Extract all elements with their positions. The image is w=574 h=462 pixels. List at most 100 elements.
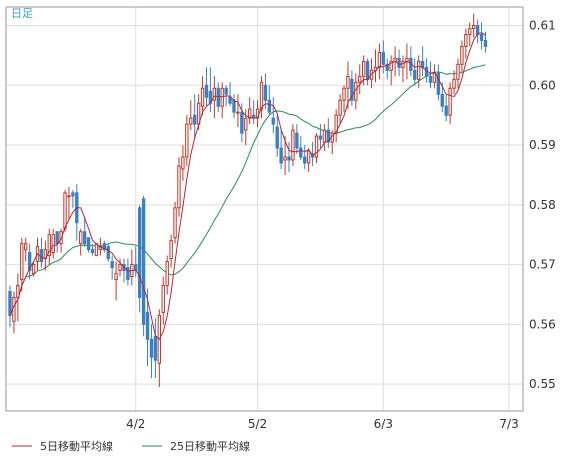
candle-down	[106, 246, 110, 260]
candle-down	[295, 132, 299, 149]
y-tick-label: 0.58	[529, 198, 556, 212]
y-tick-label: 0.55	[529, 377, 556, 391]
candle-up	[31, 264, 36, 275]
candle-up	[361, 60, 366, 77]
candle-down	[126, 267, 130, 281]
candle-up	[79, 231, 83, 245]
candle-down	[350, 78, 354, 101]
candle-up	[417, 60, 421, 80]
candle-down	[71, 192, 75, 197]
candle-down	[397, 57, 401, 68]
candle-down	[149, 338, 154, 358]
candle-up	[118, 264, 122, 272]
y-tick-label: 0.60	[529, 78, 556, 92]
candle-down	[303, 156, 307, 164]
candle-up	[259, 81, 264, 110]
ma5-layer	[9, 32, 486, 341]
candle-down	[299, 147, 303, 158]
candle-up	[185, 123, 189, 158]
candle-up	[63, 192, 67, 230]
candle-down	[8, 290, 12, 316]
candle-down	[263, 84, 268, 101]
candle-down	[271, 117, 275, 125]
period-label: 日足	[11, 7, 33, 20]
y-axis-tick-labels: 0.55 0.56 0.57 0.58 0.59 0.60 0.61	[529, 19, 556, 392]
candle-up	[20, 243, 24, 281]
candle-up	[161, 284, 165, 313]
candle-up	[338, 99, 342, 116]
candle-down	[216, 87, 220, 107]
plot-frame	[5, 6, 524, 412]
candle-down	[145, 311, 150, 340]
candle-up	[189, 117, 193, 125]
candle-down	[275, 126, 279, 149]
candle-down	[428, 75, 433, 83]
y-tick-label: 0.59	[529, 138, 556, 152]
candle-down	[240, 111, 244, 134]
candle-down	[39, 249, 44, 263]
x-tick-label: 5/2	[248, 417, 267, 431]
candles	[8, 13, 488, 388]
candle-up	[51, 234, 55, 254]
x-tick-label: 7/3	[499, 417, 518, 431]
candle-down	[479, 33, 484, 41]
candle-down	[483, 39, 488, 47]
x-tick-label: 4/2	[126, 417, 145, 431]
candle-up	[114, 273, 118, 281]
candle-up	[67, 195, 71, 198]
candle-up	[342, 87, 346, 101]
candle-down	[413, 69, 417, 80]
candle-up	[314, 135, 319, 158]
legend-ma5-label: 5日移動平均線	[40, 439, 113, 453]
candle-down	[228, 96, 232, 104]
candle-down	[385, 63, 389, 71]
candle-up	[173, 207, 177, 239]
candle-down	[267, 99, 272, 113]
candle-down	[193, 114, 197, 125]
y-tick-label: 0.57	[529, 258, 556, 272]
candle-down	[86, 237, 91, 251]
candle-down	[326, 129, 330, 143]
candle-up	[456, 63, 460, 80]
candle-up	[377, 51, 382, 68]
candle-up	[212, 87, 217, 101]
candle-down	[82, 231, 87, 245]
candle-up	[452, 78, 456, 89]
candle-down	[110, 261, 114, 269]
x-tick-label: 6/3	[374, 417, 393, 431]
candle-up	[468, 28, 472, 35]
candle-down	[55, 231, 59, 245]
candle-up	[432, 72, 437, 83]
candle-up	[165, 261, 169, 286]
candle-up	[346, 75, 350, 89]
candle-up	[306, 150, 311, 164]
candle-up	[177, 165, 181, 209]
candle-up	[248, 108, 252, 119]
candle-down	[90, 249, 95, 254]
candle-down	[381, 51, 385, 65]
candle-down	[440, 93, 444, 107]
candle-up	[16, 284, 20, 298]
candle-up	[460, 45, 464, 65]
candle-down	[204, 84, 209, 98]
candle-up	[236, 111, 240, 114]
candle-down	[444, 105, 448, 116]
candle-up	[47, 234, 51, 257]
candle-down	[102, 243, 106, 251]
y-tick-label: 0.61	[529, 19, 556, 33]
candle-down	[287, 156, 291, 161]
candle-up	[448, 87, 452, 116]
ma5-line	[9, 32, 486, 341]
legend-ma25-label: 25日移動平均線	[170, 439, 250, 453]
candle-up	[334, 114, 338, 134]
candle-down	[27, 252, 32, 272]
candle-up	[283, 156, 287, 161]
candle-up	[169, 240, 173, 260]
candle-up	[358, 75, 362, 83]
candle-up	[472, 25, 476, 30]
candle-down	[279, 147, 283, 164]
candle-up	[322, 129, 327, 143]
